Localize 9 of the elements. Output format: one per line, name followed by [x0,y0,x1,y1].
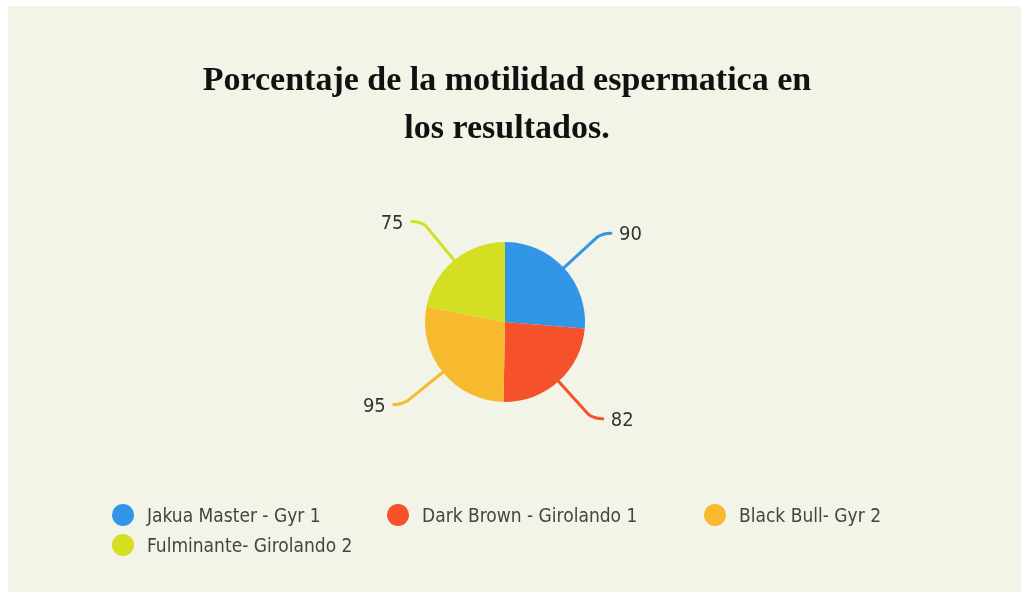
legend-label: Fulminante- Girolando 2 [147,534,353,556]
data-label: 82 [610,406,634,431]
chart-title: Porcentaje de la motilidad espermatica en los resultados. [202,60,812,145]
legend-label: Black Bull- Gyr 2 [739,504,882,526]
data-label: 75 [380,209,404,234]
legend-label: Dark Brown - Girolando 1 [422,504,638,526]
legend-label: Jakua Master - Gyr 1 [146,504,321,526]
data-label: 95 [362,392,386,417]
data-label: 90 [618,221,642,246]
